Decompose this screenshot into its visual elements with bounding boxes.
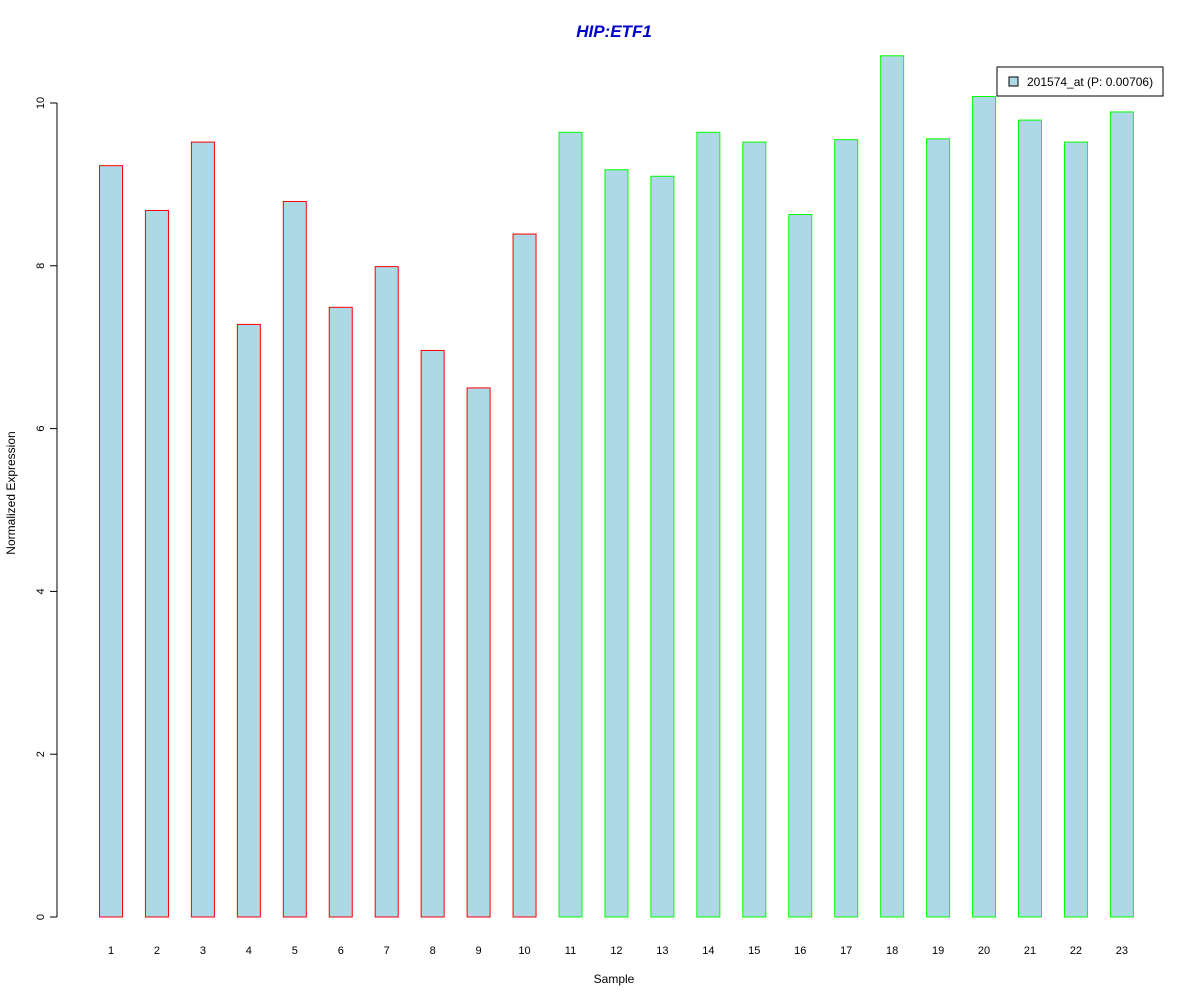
- bar-sample-3: [190, 141, 215, 918]
- x-tick-label: 13: [656, 945, 668, 957]
- y-tick-label: 2: [35, 751, 47, 757]
- x-tick-label: 5: [292, 945, 298, 957]
- x-tick-label: 3: [200, 945, 206, 957]
- x-tick-label: 9: [476, 945, 482, 957]
- legend-entry: 201574_at (P: 0.00706): [1027, 75, 1153, 89]
- x-tick-label: 16: [794, 945, 806, 957]
- chart-title: HIP:ETF1: [576, 22, 652, 41]
- y-tick-label: 0: [35, 914, 47, 920]
- x-tick-label: 11: [565, 945, 576, 957]
- y-tick-label: 8: [35, 263, 47, 269]
- x-axis-label: Sample: [594, 972, 635, 986]
- x-tick-label: 22: [1070, 945, 1082, 957]
- bar-sample-2: [144, 209, 169, 918]
- bar-sample-8: [420, 349, 445, 918]
- bar-sample-15: [742, 141, 767, 918]
- bar-sample-13: [650, 175, 675, 918]
- x-tick-label: 10: [518, 945, 530, 957]
- x-tick-label: 23: [1116, 945, 1128, 957]
- bar-sample-16: [788, 214, 813, 918]
- x-tick-labels: 1 2 3 4 5 6 7 8 9 10 11 12 13 14 15 16 17 18 19 20 21 22 23: [108, 945, 1128, 957]
- y-axis-ticks: 0 2 4 6 8 10: [35, 97, 57, 920]
- x-tick-label: 7: [384, 945, 390, 957]
- legend-swatch: [1008, 76, 1019, 87]
- bar-sample-9: [466, 387, 491, 918]
- bar-sample-6: [328, 306, 353, 918]
- bar-sample-1: [99, 165, 123, 918]
- x-tick-label: 17: [840, 945, 852, 957]
- bar-sample-5: [282, 200, 307, 918]
- x-tick-label: 2: [154, 945, 160, 957]
- bar-sample-12: [604, 169, 629, 918]
- y-tick-label: 4: [35, 588, 47, 594]
- bar-sample-17: [834, 139, 859, 918]
- legend-box: [996, 66, 1164, 97]
- bar-sample-23: [1109, 111, 1134, 918]
- bar-sample-20: [972, 95, 997, 918]
- x-tick-label: 4: [246, 945, 252, 957]
- y-tick-label: 10: [35, 97, 47, 109]
- bar-sample-11: [558, 131, 583, 918]
- x-tick-label: 1: [108, 945, 114, 957]
- legend: 201574_at (P: 0.00706): [996, 66, 1164, 97]
- bar-sample-19: [926, 138, 951, 918]
- bars: [99, 55, 1134, 918]
- x-tick-label: 21: [1024, 945, 1036, 957]
- x-tick-label: 18: [886, 945, 898, 957]
- x-tick-label: 12: [610, 945, 622, 957]
- bar-sample-4: [236, 323, 261, 918]
- x-tick-label: 15: [748, 945, 760, 957]
- bar-sample-18: [880, 55, 905, 918]
- x-tick-label: 8: [430, 945, 436, 957]
- bar-sample-10: [512, 233, 537, 918]
- x-tick-label: 19: [932, 945, 944, 957]
- bar-sample-22: [1063, 141, 1088, 918]
- x-tick-label: 20: [978, 945, 990, 957]
- bar-sample-21: [1018, 119, 1042, 918]
- y-axis-label: Normalized Expression: [4, 431, 18, 554]
- bar-sample-14: [696, 131, 721, 918]
- x-tick-label: 6: [338, 945, 344, 957]
- x-tick-label: 14: [702, 945, 714, 957]
- y-tick-label: 6: [35, 426, 47, 432]
- bar-sample-7: [374, 266, 399, 918]
